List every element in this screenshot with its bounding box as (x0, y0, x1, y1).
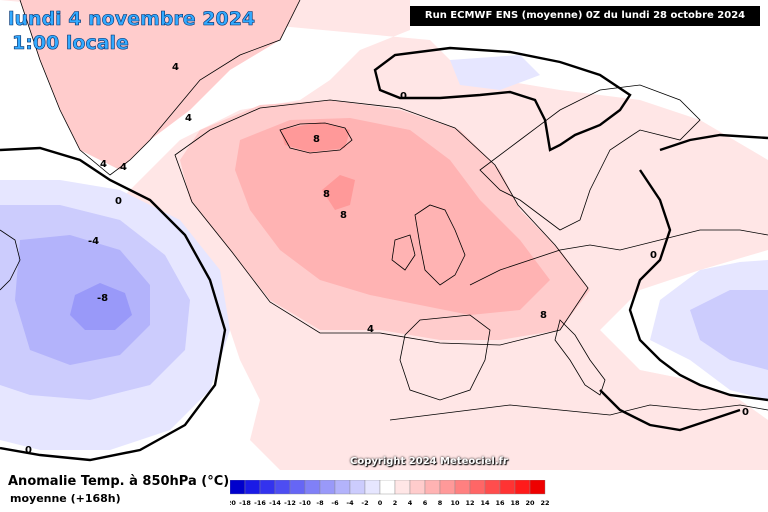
label-eight-a: 8 (313, 134, 320, 145)
scale-label: -16 (254, 499, 266, 507)
scale-swatch (304, 480, 321, 495)
plus4-contour (174, 99, 589, 346)
label-zero-e: 0 (25, 445, 32, 456)
scale-swatch (499, 480, 516, 495)
label-zero-a: 0 (115, 196, 122, 207)
scale-label: 20 (525, 499, 535, 507)
scale-label: -8 (316, 499, 324, 507)
scale-label: 4 (408, 499, 413, 507)
scale-swatch (274, 480, 291, 495)
contour-labels: 4 4 4 4 4 8 8 8 8 0 0 0 0 0 -4 -8 (25, 62, 749, 456)
variable-subtitle: moyenne (+168h) (10, 492, 121, 505)
scale-label: 12 (465, 499, 474, 507)
color-scale: -20-18-16-14-12-10-8-6-4-202468101214161… (230, 480, 550, 507)
scale-swatch (379, 480, 396, 495)
anomaly-area-minus4-east (690, 290, 768, 370)
scale-label: 10 (450, 499, 460, 507)
scale-label: 2 (393, 499, 398, 507)
forecast-time: 1:00 locale (12, 32, 130, 55)
scale-swatch (364, 480, 381, 495)
label-eight-b: 8 (323, 189, 330, 200)
scale-label: -20 (230, 499, 236, 507)
zero-contours (0, 46, 768, 462)
run-info-banner: Run ECMWF ENS (moyenne) 0Z du lundi 28 o… (410, 6, 760, 26)
scale-label: 22 (540, 499, 549, 507)
scale-swatch (334, 480, 351, 495)
anomaly-area-plus8-iceland (280, 122, 350, 152)
forecast-date: lundi 4 novembre 2024 (8, 8, 256, 31)
coastlines (0, 0, 768, 421)
scale-swatch (469, 480, 486, 495)
scale-label: -6 (331, 499, 339, 507)
label-four-e: 4 (367, 324, 374, 335)
scale-swatch (454, 480, 471, 495)
scale-swatch (244, 480, 261, 495)
label-zero-d: 0 (742, 407, 749, 418)
scale-label: -10 (299, 499, 311, 507)
scale-swatch (394, 480, 411, 495)
scale-swatch (424, 480, 441, 495)
scale-swatch (289, 480, 306, 495)
scale-swatch (349, 480, 366, 495)
scale-label: 0 (378, 499, 383, 507)
scale-swatch (529, 480, 546, 495)
scale-label: 14 (480, 499, 490, 507)
anomaly-area-plus6 (235, 118, 550, 315)
scale-label: 18 (510, 499, 520, 507)
label-zero-c: 0 (650, 250, 657, 261)
scale-label: -12 (284, 499, 296, 507)
scale-label: 8 (438, 499, 443, 507)
label-four-a: 4 (172, 62, 179, 73)
legend-footer: Anomalie Temp. à 850hPa (°C) moyenne (+1… (0, 470, 768, 512)
anomaly-area-minus-north (450, 55, 540, 90)
scale-label: -2 (361, 499, 368, 507)
scale-label: -4 (346, 499, 354, 507)
anomaly-area-greenland (20, 0, 300, 170)
variable-title: Anomalie Temp. à 850hPa (°C) (8, 474, 230, 489)
label-four-c: 4 (100, 159, 107, 170)
scale-swatch (259, 480, 276, 495)
anomaly-map: 4 4 4 4 4 8 8 8 8 0 0 0 0 0 -4 -8 (0, 0, 768, 470)
anomaly-area-minus8-west (70, 283, 132, 330)
scale-label: 16 (495, 499, 505, 507)
copyright-text: Copyright 2024 Meteociel.fr (350, 456, 508, 467)
scale-swatch (484, 480, 501, 495)
label-minus4: -4 (88, 236, 99, 247)
scale-label: -14 (269, 499, 281, 507)
scale-label: -18 (239, 499, 251, 507)
scale-swatch (230, 480, 246, 495)
label-eight-c: 8 (340, 210, 347, 221)
label-four-b: 4 (185, 113, 192, 124)
scale-swatch (514, 480, 531, 495)
label-minus8: -8 (97, 293, 108, 304)
scale-swatch (409, 480, 426, 495)
label-four-d: 4 (120, 162, 127, 173)
scale-swatch (319, 480, 336, 495)
anomaly-area-plus8-atlantic (322, 175, 355, 210)
label-zero-b: 0 (400, 91, 407, 102)
label-eight-d: 8 (540, 310, 547, 321)
scale-swatch (439, 480, 456, 495)
scale-label: 6 (423, 499, 428, 507)
